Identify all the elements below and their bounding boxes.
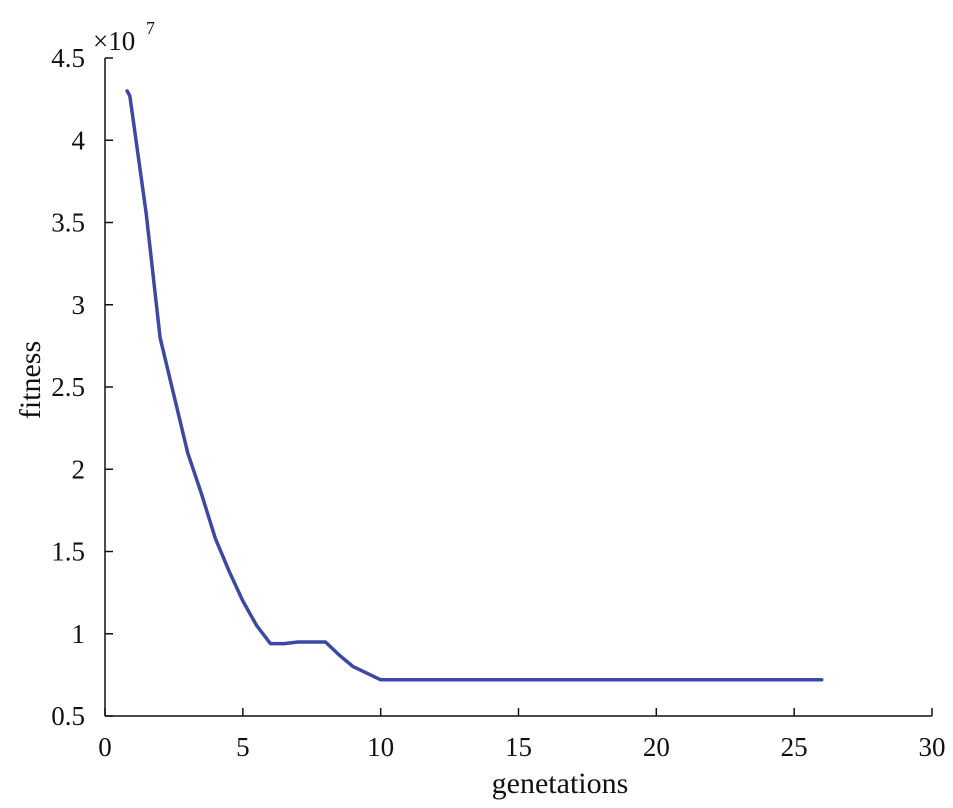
x-tick-label: 0: [98, 732, 112, 762]
y-tick-label: 0.5: [51, 701, 85, 731]
x-tick-label: 20: [643, 732, 670, 762]
y-tick-label: 1.5: [51, 537, 85, 567]
y-tick-label: 3.5: [51, 208, 85, 238]
y-tick-label: 4.5: [51, 43, 85, 73]
x-tick-label: 25: [781, 732, 808, 762]
y-tick-label: 2: [72, 454, 86, 484]
y-axis-multiplier-base: ×10: [93, 26, 135, 56]
ticks: 0 5 10 15 20 25 30 0.5 1 1.5 2 2.5 3 3.5 4 4.5: [51, 43, 945, 762]
series-line-0: [125, 89, 824, 682]
x-tick-label: 30: [919, 732, 946, 762]
y-tick-label: 1: [72, 619, 86, 649]
y-axis-title: fitness: [14, 341, 47, 419]
x-tick-label: 15: [505, 732, 532, 762]
x-tick-label: 5: [236, 732, 250, 762]
y-tick-label: 4: [72, 125, 86, 155]
y-axis-multiplier-exponent: 7: [146, 18, 155, 38]
axes: [104, 58, 932, 717]
series-layer: [125, 89, 824, 682]
y-tick-label: 2.5: [51, 372, 85, 402]
y-tick-label: 3: [72, 290, 86, 320]
x-axis-title: genetations: [492, 767, 629, 800]
x-tick-label: 10: [367, 732, 394, 762]
